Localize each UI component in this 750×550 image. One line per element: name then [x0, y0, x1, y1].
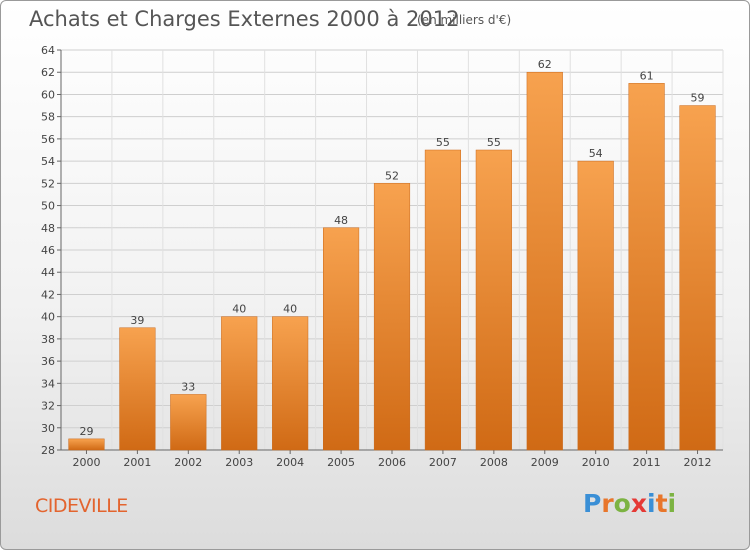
- bar-value-label: 29: [79, 425, 93, 438]
- bar-value-label: 55: [436, 136, 450, 149]
- bar-value-label: 54: [589, 147, 603, 160]
- y-tick-label: 40: [41, 311, 55, 324]
- y-tick-label: 32: [41, 400, 55, 413]
- bar-value-label: 40: [232, 303, 246, 316]
- x-tick-label: 2004: [276, 456, 304, 469]
- logo-letter: o: [613, 489, 631, 518]
- x-tick-label: 2012: [684, 456, 712, 469]
- bar: [475, 149, 512, 451]
- bars: 29 39 33 40 40 48 52 55 55 62 54 61 59: [68, 58, 716, 451]
- x-tick-label: 2001: [123, 456, 151, 469]
- bar: [424, 149, 461, 451]
- chart-title: Achats et Charges Externes 2000 à 2012: [29, 7, 460, 31]
- x-tick-label: 2011: [633, 456, 661, 469]
- bar-value-label: 59: [691, 92, 705, 105]
- bar: [323, 227, 360, 451]
- logo-letter: t: [655, 489, 668, 518]
- logo-letter: x: [630, 489, 647, 518]
- x-tick-label: 2002: [174, 456, 202, 469]
- y-tick-label: 60: [41, 88, 55, 101]
- y-tick-label: 56: [41, 133, 55, 146]
- bar-value-label: 62: [538, 58, 552, 71]
- logo-letter: i: [647, 489, 656, 518]
- y-tick-label: 30: [41, 422, 55, 435]
- bar-value-label: 48: [334, 214, 348, 227]
- logo-letter: r: [601, 489, 614, 518]
- x-tick-label: 2005: [327, 456, 355, 469]
- bar-value-label: 61: [640, 69, 654, 82]
- y-tick-label: 52: [41, 177, 55, 190]
- bar: [628, 83, 665, 451]
- x-tick-label: 2010: [582, 456, 610, 469]
- y-tick-label: 48: [41, 222, 55, 235]
- bar-value-label: 40: [283, 303, 297, 316]
- y-tick-label: 42: [41, 288, 55, 301]
- proxiti-logo: Proxiti: [583, 489, 676, 518]
- y-tick-label: 28: [41, 444, 55, 457]
- y-tick-label: 50: [41, 200, 55, 213]
- y-tick-label: 62: [41, 66, 55, 79]
- x-tick-label: 2000: [72, 456, 100, 469]
- bar: [373, 183, 411, 451]
- x-tick-label: 2003: [225, 456, 253, 469]
- y-tick-label: 38: [41, 333, 55, 346]
- bar: [272, 316, 309, 451]
- y-tick-label: 54: [41, 155, 55, 168]
- x-tick-label: 2006: [378, 456, 406, 469]
- bar-value-label: 39: [130, 314, 144, 327]
- y-tick-label: 46: [41, 244, 55, 257]
- logo-letter: i: [667, 489, 677, 518]
- bar-value-label: 52: [385, 169, 399, 182]
- bar: [221, 316, 258, 451]
- bar: [679, 105, 716, 451]
- y-tick-label: 58: [41, 111, 55, 124]
- chart-subtitle: (en milliers d'€): [417, 13, 512, 27]
- bar-value-label: 55: [487, 136, 501, 149]
- y-tick-label: 36: [41, 355, 55, 368]
- x-tick-label: 2009: [531, 456, 559, 469]
- x-tick-label: 2008: [480, 456, 508, 469]
- commune-name: CIDEVILLE: [35, 495, 128, 517]
- y-tick-label: 34: [41, 377, 55, 390]
- bar: [577, 160, 614, 451]
- bar: [119, 327, 156, 451]
- bar: [526, 71, 563, 451]
- bar: [68, 438, 105, 451]
- y-tick-label: 44: [41, 266, 55, 279]
- bar: [170, 394, 207, 451]
- axes: 28 30 32 34 36 38 40 42 44 46 48 50 52 54 56 58 60 62 64 20…: [41, 44, 723, 469]
- logo-letter: P: [583, 489, 602, 518]
- y-tick-label: 64: [41, 44, 55, 57]
- bar-value-label: 33: [181, 380, 195, 393]
- x-tick-label: 2007: [429, 456, 457, 469]
